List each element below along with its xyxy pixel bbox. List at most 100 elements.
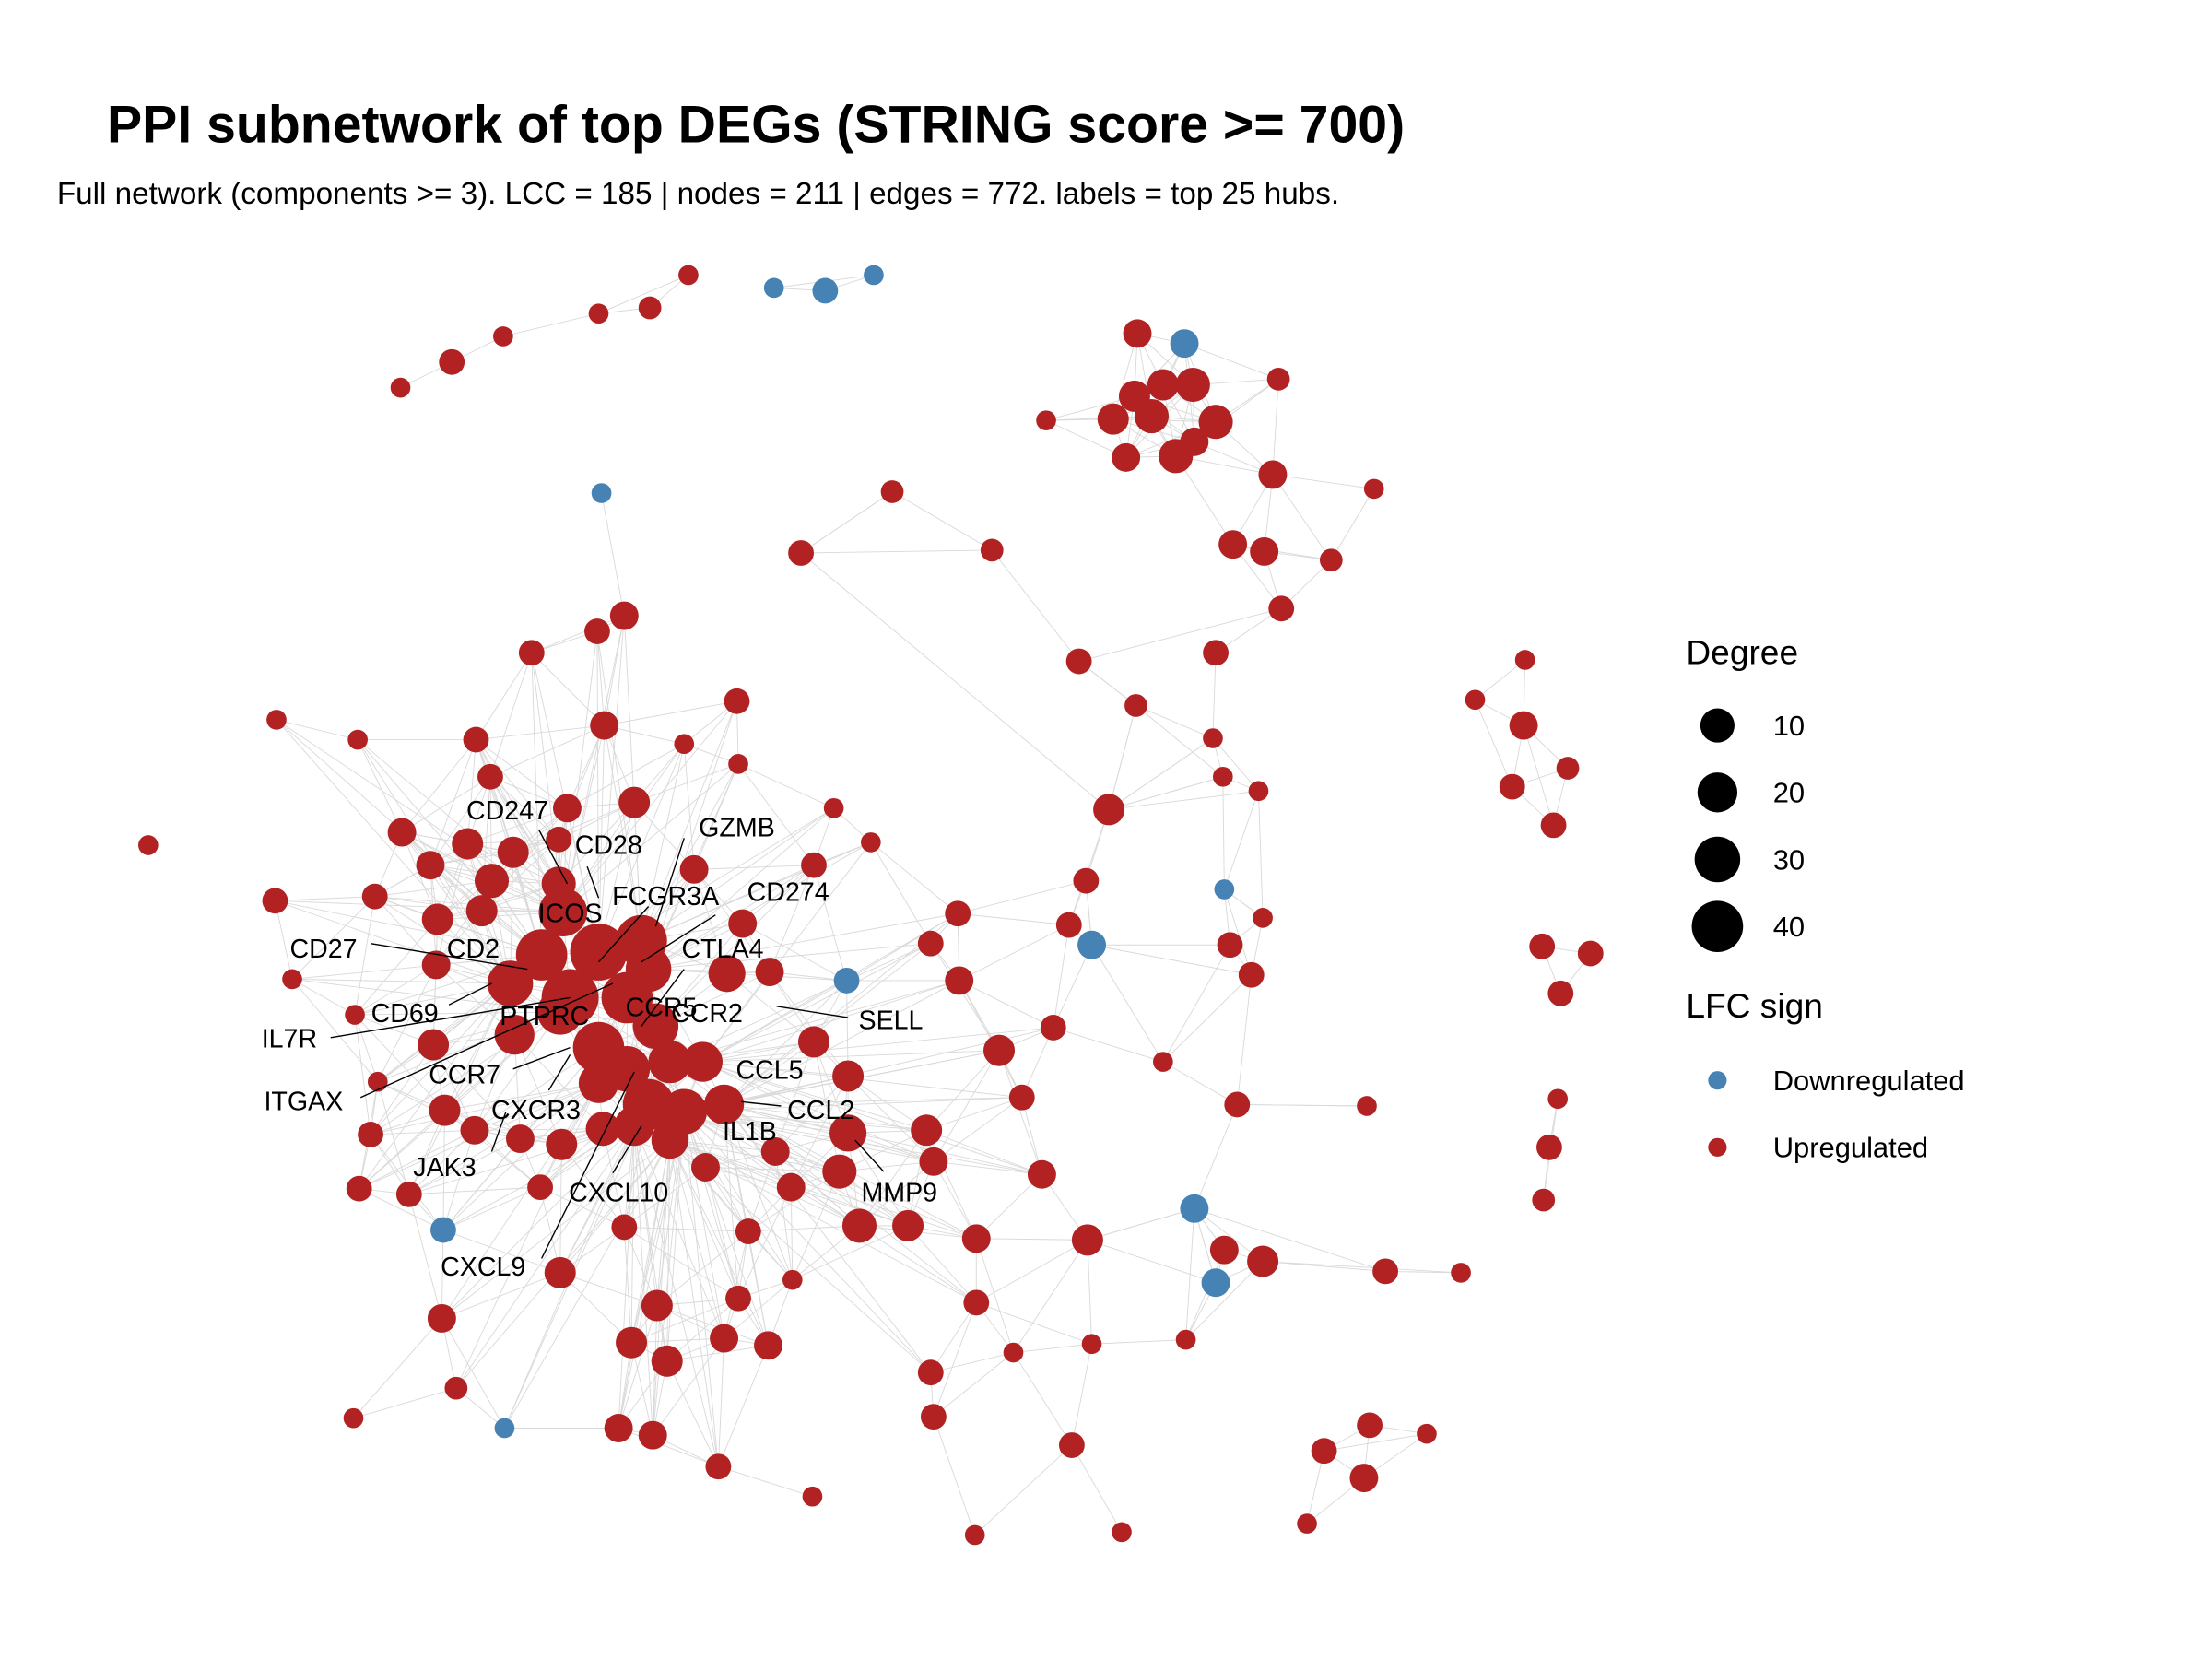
edge	[1053, 1027, 1163, 1063]
edge	[489, 653, 533, 777]
edge	[598, 275, 689, 314]
edge	[291, 979, 379, 1083]
node-upregulated	[964, 1524, 985, 1546]
node-upregulated	[1134, 398, 1170, 434]
node-upregulated	[390, 377, 411, 398]
node-upregulated	[544, 1256, 576, 1288]
node-upregulated	[1180, 427, 1209, 456]
edge	[1222, 776, 1225, 889]
node-upregulated	[1529, 933, 1556, 959]
node-upregulated	[1198, 405, 1233, 440]
edge	[441, 1230, 444, 1319]
legend-degree-marker	[1694, 836, 1741, 883]
edge	[618, 1112, 685, 1429]
edge	[975, 1173, 1042, 1240]
edge	[466, 739, 477, 844]
edge	[693, 763, 739, 870]
edge	[476, 724, 605, 741]
node-upregulated	[797, 1026, 830, 1058]
edge	[683, 744, 695, 870]
edge	[357, 739, 403, 833]
hub-node	[614, 1106, 654, 1147]
edge	[377, 964, 437, 1082]
node-upregulated	[439, 348, 465, 375]
edge	[630, 1342, 653, 1436]
edge	[489, 724, 605, 778]
node-upregulated	[387, 818, 417, 847]
edge	[669, 1139, 792, 1188]
node-upregulated	[343, 1407, 364, 1429]
node-upregulated	[1547, 980, 1574, 1006]
edge	[559, 1125, 635, 1274]
node-upregulated	[465, 895, 498, 927]
edge	[633, 1125, 653, 1436]
edge	[633, 1125, 668, 1361]
edge	[377, 982, 511, 1083]
node-upregulated	[1123, 319, 1152, 348]
edge	[694, 865, 815, 870]
edge	[370, 1044, 434, 1135]
edge	[1109, 790, 1259, 810]
label-leader-line	[776, 1006, 849, 1018]
edge	[930, 1302, 977, 1373]
edge	[1108, 705, 1136, 810]
hub-label: CD274	[747, 877, 830, 907]
edge	[598, 725, 606, 953]
node-upregulated	[724, 688, 750, 714]
edge	[702, 1027, 1053, 1063]
edge	[442, 1230, 560, 1274]
edge	[991, 549, 1079, 662]
node-upregulated	[1238, 961, 1265, 988]
node-upregulated	[266, 710, 287, 730]
edge	[513, 1034, 604, 1130]
hub-node	[570, 924, 628, 981]
hub-label: CD27	[289, 935, 357, 964]
node-upregulated	[493, 326, 513, 347]
legend-downregulated-marker	[1708, 1071, 1727, 1090]
node-upregulated	[822, 1154, 857, 1189]
node-upregulated	[1124, 694, 1147, 717]
node-upregulated	[1250, 536, 1279, 566]
edge	[790, 1187, 794, 1280]
label-leader-line	[641, 914, 716, 963]
node-upregulated	[1509, 711, 1538, 740]
legend-lfc-label: Downregulated	[1773, 1065, 1965, 1097]
edge	[648, 841, 872, 970]
node-upregulated	[841, 1208, 877, 1243]
node-upregulated	[963, 1289, 990, 1316]
legend-degree-label: 10	[1773, 710, 1805, 742]
label-leader-line	[547, 1053, 571, 1091]
node-upregulated	[1040, 1015, 1066, 1041]
edge	[377, 1081, 476, 1131]
edge	[641, 763, 739, 941]
edge	[792, 1225, 909, 1281]
edge	[930, 1352, 1014, 1373]
edge	[747, 1225, 860, 1232]
node-upregulated	[427, 1303, 456, 1333]
edge	[442, 1130, 476, 1230]
node-upregulated	[920, 1404, 947, 1430]
node-upregulated	[418, 1029, 450, 1061]
edge	[1045, 419, 1126, 458]
plot-subtitle: Full network (components >= 3). LCC = 18…	[57, 177, 1339, 211]
edge	[1258, 791, 1264, 918]
edge	[359, 982, 511, 1189]
edge	[1108, 776, 1223, 810]
node-upregulated	[262, 888, 288, 914]
edge	[655, 865, 815, 1027]
node-upregulated	[679, 854, 709, 884]
hub-label: IL1B	[723, 1117, 777, 1147]
edge	[562, 700, 737, 912]
edge	[683, 1111, 794, 1280]
node-upregulated	[1349, 1464, 1379, 1493]
edge	[1071, 1444, 1123, 1533]
edge	[702, 1061, 927, 1131]
node-upregulated	[641, 1289, 673, 1322]
node-upregulated	[983, 1034, 1016, 1066]
edge	[531, 652, 605, 726]
edge	[724, 1104, 860, 1227]
node-upregulated	[1112, 442, 1141, 472]
node-upregulated	[444, 1376, 468, 1400]
node-upregulated	[1417, 1423, 1437, 1444]
